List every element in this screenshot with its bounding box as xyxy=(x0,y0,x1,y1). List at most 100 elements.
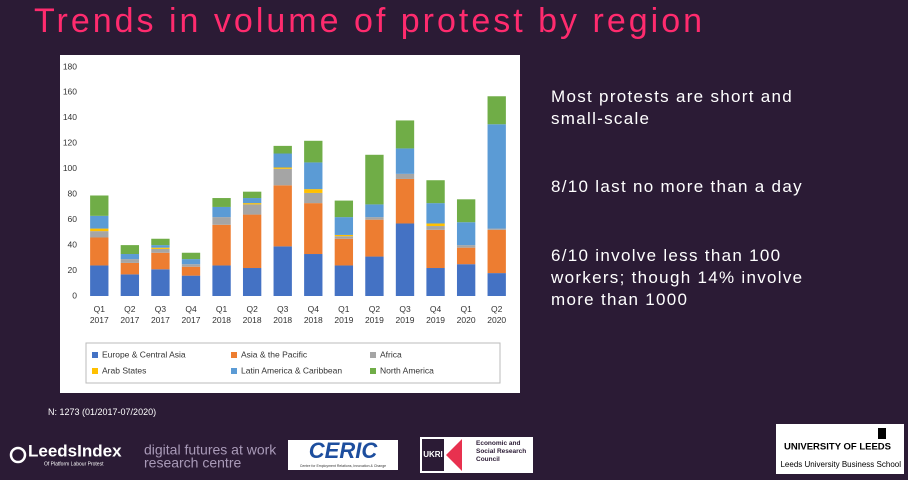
x-tick-label: Q2 2018 xyxy=(243,304,262,325)
bar-segment xyxy=(120,254,140,260)
bar-segment xyxy=(456,222,476,246)
bar-segment xyxy=(395,178,415,224)
bar-segment xyxy=(304,189,323,193)
bar-segment xyxy=(242,203,262,205)
legend-label: Asia & the Pacific xyxy=(241,349,308,359)
y-tick-label: 80 xyxy=(68,188,78,198)
bar-segment xyxy=(365,219,384,257)
bar-segment xyxy=(90,237,109,266)
bar-segment xyxy=(487,273,506,296)
bar-segment xyxy=(365,204,384,218)
bar-segment xyxy=(120,262,140,275)
note: N: 1273 (01/2017-07/2020) xyxy=(48,407,157,417)
legend-box xyxy=(85,342,501,384)
x-tick-label: Q1 2020 xyxy=(457,304,476,325)
bar-segment xyxy=(212,198,231,207)
legend-swatch xyxy=(370,368,376,374)
y-tick-label: 120 xyxy=(63,138,77,148)
legend-label: Africa xyxy=(380,349,402,359)
bar-segment xyxy=(365,154,384,205)
x-tick-label: Q2 2020 xyxy=(487,304,506,325)
x-tick-label: Q4 2019 xyxy=(426,304,445,325)
bar-segment xyxy=(181,266,201,276)
logo-bg xyxy=(288,440,398,470)
bar-segment xyxy=(426,223,445,227)
x-tick-label: Q2 2019 xyxy=(365,304,384,325)
logo-text: UNIVERSITY OF LEEDS xyxy=(784,442,891,453)
legend-swatch xyxy=(231,352,237,358)
bar-segment xyxy=(365,256,384,296)
bar-segment xyxy=(456,247,476,265)
logo-wrap: Economic and Social Research Council xyxy=(476,440,527,463)
y-tick-label: 20 xyxy=(68,265,78,275)
bar-segment xyxy=(90,228,109,232)
bar-segment xyxy=(273,246,292,296)
x-tick-label: Q1 2018 xyxy=(212,304,231,325)
logo-text: Leeds University Business School xyxy=(780,460,901,469)
bar-segment xyxy=(242,214,262,269)
bar-segment xyxy=(334,265,354,296)
bar-segment xyxy=(212,224,231,266)
bar-segment xyxy=(90,195,109,216)
bar-segment xyxy=(334,236,354,239)
bar-segment xyxy=(487,124,506,229)
bar-segment xyxy=(334,234,354,237)
bar-segment xyxy=(304,192,323,204)
x-tick-label: Q4 2018 xyxy=(304,304,323,325)
bar-segment xyxy=(487,228,506,230)
bar-segment xyxy=(181,264,201,267)
bar-segment xyxy=(151,269,170,296)
bar-segment xyxy=(304,254,323,296)
logo-text: Of Platform Labour Protest xyxy=(44,461,104,467)
x-tick-label: Q3 2019 xyxy=(396,304,415,325)
x-tick-label: Q3 2017 xyxy=(151,304,170,325)
point: 8/10 last no more than a day xyxy=(551,177,803,196)
legend-label: North America xyxy=(380,365,434,375)
logo-text: CERIC xyxy=(309,438,379,463)
legend-label: Europe & Central Asia xyxy=(102,349,186,359)
bar-segment xyxy=(304,162,323,190)
bar-segment xyxy=(181,275,201,296)
legend-swatch xyxy=(370,352,376,358)
bar-segment xyxy=(181,252,201,260)
y-tick-label: 140 xyxy=(63,112,77,122)
bar-segment xyxy=(120,259,140,263)
logo-text: digital futures at work xyxy=(144,442,277,458)
logo-icon xyxy=(878,428,886,439)
bar-segment xyxy=(395,120,415,149)
bar-segment xyxy=(487,96,506,125)
point: 6/10 involve less than 100 workers; thou… xyxy=(551,246,804,309)
bar-segment xyxy=(456,199,476,223)
bar-segment xyxy=(212,206,231,218)
bar-segment xyxy=(90,215,109,229)
bar-segment xyxy=(334,200,354,218)
x-tick-label: Q1 2017 xyxy=(90,304,109,325)
bar-segment xyxy=(120,274,140,296)
legend-swatch xyxy=(92,368,98,374)
x-tick-label: Q3 2018 xyxy=(273,304,292,325)
logo-text: LeedsIndex xyxy=(28,441,122,460)
bar-segment xyxy=(242,204,262,215)
legend-swatch xyxy=(92,352,98,358)
logo-text: Economic and Social Research Council xyxy=(476,440,527,463)
bar-segment xyxy=(273,145,292,154)
bar-segment xyxy=(304,203,323,255)
bar-segment xyxy=(487,229,506,274)
bar-segment xyxy=(365,217,384,220)
logo-text: UKRI xyxy=(423,450,443,459)
bar-segment xyxy=(273,167,292,169)
bar-segment xyxy=(273,153,292,168)
x-tick-label: Q1 2019 xyxy=(334,304,353,325)
bar-segment xyxy=(90,231,109,238)
bar-segment xyxy=(90,265,109,296)
point: Most protests are short and small-scale xyxy=(551,87,794,128)
logo-text: Centre for Employment Relations, Innovat… xyxy=(300,464,386,468)
y-tick-label: 160 xyxy=(63,87,77,97)
bar-segment xyxy=(426,268,445,296)
logo-icon xyxy=(9,446,27,464)
y-tick-label: 40 xyxy=(68,239,78,249)
bar-segment xyxy=(151,247,170,249)
bar-segment xyxy=(151,248,170,253)
